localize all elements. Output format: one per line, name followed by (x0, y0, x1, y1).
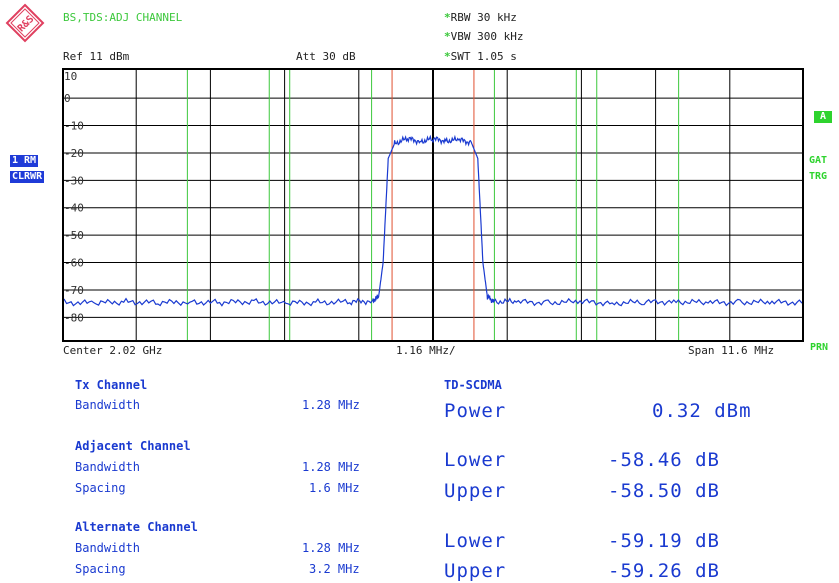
alternate-spacing-value: 3.2 MHz (309, 562, 360, 576)
alternate-spacing-label: Spacing (75, 562, 126, 576)
rohde-schwarz-logo-icon: R&S (5, 3, 45, 43)
y-tick-label: -20 (64, 147, 84, 160)
ref-level: Ref 11 dBm (63, 50, 130, 63)
attenuation: Att 30 dB (296, 50, 356, 63)
per-division: 1.16 MHz/ (396, 344, 456, 357)
trigger-tag: TRG (809, 171, 828, 182)
alternate-bandwidth-label: Bandwidth (75, 541, 141, 555)
adjacent-bandwidth-value: 1.28 MHz (302, 460, 360, 474)
spectrum-trace-line (61, 134, 805, 307)
mode-title: BS,TDS:ADJ CHANNEL (63, 11, 183, 24)
spectrum-chart: 10 0 -10 -20 -30 -40 -50 -60 -70 -80 (61, 68, 805, 342)
adjacent-channel-title: Adjacent Channel (75, 439, 191, 453)
y-tick-label: -70 (64, 284, 84, 297)
adjacent-upper-label: Upper (444, 480, 507, 502)
y-tick-label: -30 (64, 174, 84, 187)
adjacent-lower-value: -58.46 dB (608, 449, 720, 471)
alternate-channel-title: Alternate Channel (75, 520, 198, 534)
adjacent-spacing-value: 1.6 MHz (309, 481, 360, 495)
rbw-value: RBW 30 kHz (450, 11, 517, 24)
swt-value: SWT 1.05 s (450, 50, 517, 63)
tx-bandwidth-label: Bandwidth (75, 398, 141, 412)
alternate-lower-label: Lower (444, 530, 507, 552)
power-label: Power (444, 400, 507, 422)
swt-star-icon: * (444, 50, 451, 63)
vbw-star-icon: * (444, 30, 451, 43)
y-tick-label: 0 (64, 92, 71, 105)
y-tick-label: 10 (64, 70, 77, 83)
center-frequency: Center 2.02 GHz (63, 344, 163, 357)
tx-channel-title: Tx Channel (75, 378, 148, 392)
adjacent-bandwidth-label: Bandwidth (75, 460, 141, 474)
rbw-star-icon: * (444, 11, 451, 24)
adjacent-upper-value: -58.50 dB (608, 480, 720, 502)
gate-tag: GAT (809, 155, 828, 166)
alternate-upper-label: Upper (444, 560, 507, 582)
alternate-upper-value: -59.26 dB (608, 560, 720, 582)
y-tick-label: -60 (64, 257, 84, 270)
trace-tag: 1 RM (10, 155, 39, 167)
preset-tag: PRN (810, 342, 829, 353)
alternate-lower-value: -59.19 dB (608, 530, 720, 552)
tx-bandwidth-value: 1.28 MHz (302, 398, 360, 412)
y-tick-label: -40 (64, 202, 84, 215)
standard-label: TD-SCDMA (444, 378, 502, 392)
screen-a-tag: A (814, 111, 832, 123)
span-frequency: Span 11.6 MHz (688, 344, 775, 357)
y-tick-label: -80 (64, 311, 84, 324)
adjacent-lower-label: Lower (444, 449, 507, 471)
y-tick-label: -10 (64, 120, 84, 133)
y-tick-label: -50 (64, 229, 84, 242)
vbw-value: VBW 300 kHz (450, 30, 524, 43)
plot-border (62, 68, 804, 342)
power-value: 0.32 dBm (652, 400, 752, 422)
spectrum-plot: 10 0 -10 -20 -30 -40 -50 -60 -70 -80 (61, 68, 805, 342)
adjacent-spacing-label: Spacing (75, 481, 126, 495)
alternate-bandwidth-value: 1.28 MHz (302, 541, 360, 555)
trace-mode-tag: CLRWR (10, 171, 45, 183)
